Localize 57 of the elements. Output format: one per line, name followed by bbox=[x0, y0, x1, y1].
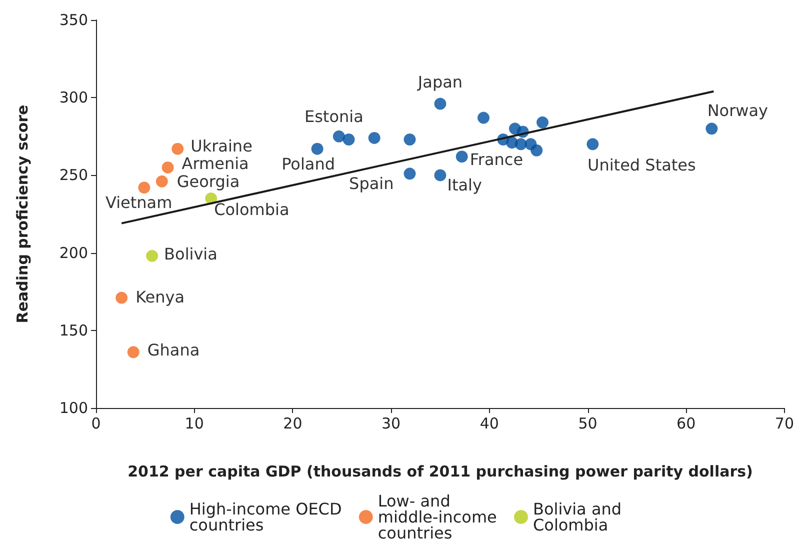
x-tick-label: 30 bbox=[382, 414, 401, 432]
point bbox=[478, 112, 490, 124]
annotation: France bbox=[470, 150, 524, 170]
annotation: Ukraine bbox=[190, 136, 252, 156]
annotation: Vietnam bbox=[106, 193, 172, 212]
x-tick-label: 40 bbox=[480, 414, 499, 432]
point bbox=[172, 142, 184, 155]
point bbox=[127, 346, 140, 358]
x-tick-label: 50 bbox=[578, 414, 598, 432]
annotation: Norway bbox=[707, 101, 768, 120]
point bbox=[332, 130, 345, 142]
y-tick-label: 150 bbox=[59, 321, 88, 340]
point bbox=[514, 138, 527, 150]
y-tick-label: 200 bbox=[59, 244, 88, 262]
annotation: Japan bbox=[416, 72, 463, 92]
annotation: Colombia bbox=[214, 200, 290, 219]
point bbox=[162, 161, 174, 174]
y-tick-label: 250 bbox=[59, 166, 88, 184]
y-tick-label: 300 bbox=[59, 88, 88, 107]
point bbox=[311, 142, 324, 155]
annotation: Estonia bbox=[304, 106, 364, 126]
point bbox=[116, 292, 128, 304]
point bbox=[586, 138, 599, 150]
point bbox=[404, 134, 416, 146]
point bbox=[434, 98, 446, 110]
legend-label: Low- and middle-income countries bbox=[378, 492, 502, 542]
legend-label: High-income OECD countries bbox=[189, 500, 347, 534]
annotation: Spain bbox=[349, 174, 394, 194]
y-axis-title: Reading proficiency score bbox=[14, 104, 32, 324]
x-axis-title: 2012 per capita GDP (thousands of 2011 purchasing power parity dollars) bbox=[128, 462, 753, 480]
x-tick-label: 0 bbox=[91, 414, 101, 432]
annotation: Ghana bbox=[147, 340, 200, 360]
y-tick-label: 100 bbox=[59, 399, 88, 417]
x-tick-label: 70 bbox=[774, 414, 794, 432]
point bbox=[156, 175, 168, 188]
annotation: United States bbox=[588, 156, 696, 175]
annotation: Bolivia bbox=[164, 244, 218, 264]
point bbox=[368, 132, 380, 144]
x-tick-label: 60 bbox=[676, 414, 696, 432]
point bbox=[138, 182, 150, 194]
annotation: Poland bbox=[282, 154, 335, 174]
point bbox=[456, 150, 468, 163]
point bbox=[706, 122, 718, 135]
annotation: Armenia bbox=[182, 154, 249, 173]
annotation: Italy bbox=[447, 176, 482, 195]
point bbox=[146, 250, 158, 262]
point bbox=[404, 168, 416, 180]
point bbox=[530, 144, 543, 156]
legend-label: Bolivia and Colombia bbox=[532, 500, 627, 534]
annotation: Kenya bbox=[136, 287, 185, 306]
annotation: Georgia bbox=[176, 172, 240, 191]
point bbox=[434, 169, 446, 182]
y-tick-label: 350 bbox=[59, 11, 88, 29]
x-tick-label: 20 bbox=[283, 414, 302, 432]
point bbox=[536, 116, 549, 128]
point bbox=[342, 134, 355, 146]
x-tick-label: 10 bbox=[184, 414, 204, 432]
